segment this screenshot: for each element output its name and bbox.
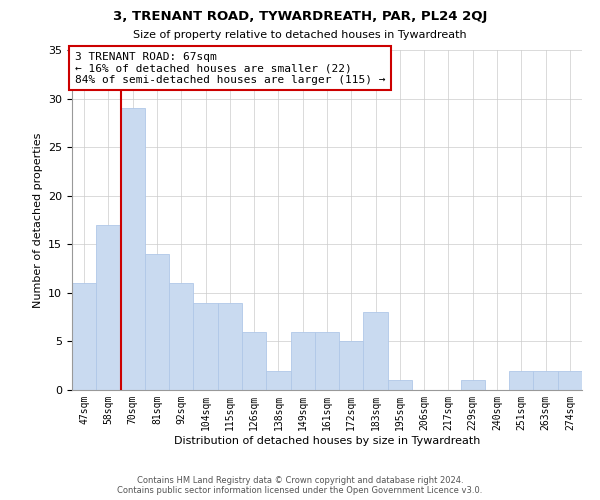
Bar <box>461 380 485 390</box>
Text: 3, TRENANT ROAD, TYWARDREATH, PAR, PL24 2QJ: 3, TRENANT ROAD, TYWARDREATH, PAR, PL24 … <box>113 10 487 23</box>
Bar <box>339 342 364 390</box>
Text: 3 TRENANT ROAD: 67sqm
← 16% of detached houses are smaller (22)
84% of semi-deta: 3 TRENANT ROAD: 67sqm ← 16% of detached … <box>74 52 385 85</box>
Bar <box>145 254 169 390</box>
Y-axis label: Number of detached properties: Number of detached properties <box>32 132 43 308</box>
Bar <box>72 283 96 390</box>
Bar <box>509 370 533 390</box>
Bar <box>121 108 145 390</box>
Bar <box>169 283 193 390</box>
Bar <box>558 370 582 390</box>
Bar <box>290 332 315 390</box>
Text: Contains HM Land Registry data © Crown copyright and database right 2024.
Contai: Contains HM Land Registry data © Crown c… <box>118 476 482 495</box>
Bar <box>218 302 242 390</box>
Bar <box>315 332 339 390</box>
Bar <box>96 225 121 390</box>
X-axis label: Distribution of detached houses by size in Tywardreath: Distribution of detached houses by size … <box>174 436 480 446</box>
Bar <box>388 380 412 390</box>
Bar <box>266 370 290 390</box>
Bar <box>193 302 218 390</box>
Text: Size of property relative to detached houses in Tywardreath: Size of property relative to detached ho… <box>133 30 467 40</box>
Bar <box>533 370 558 390</box>
Bar <box>242 332 266 390</box>
Bar <box>364 312 388 390</box>
